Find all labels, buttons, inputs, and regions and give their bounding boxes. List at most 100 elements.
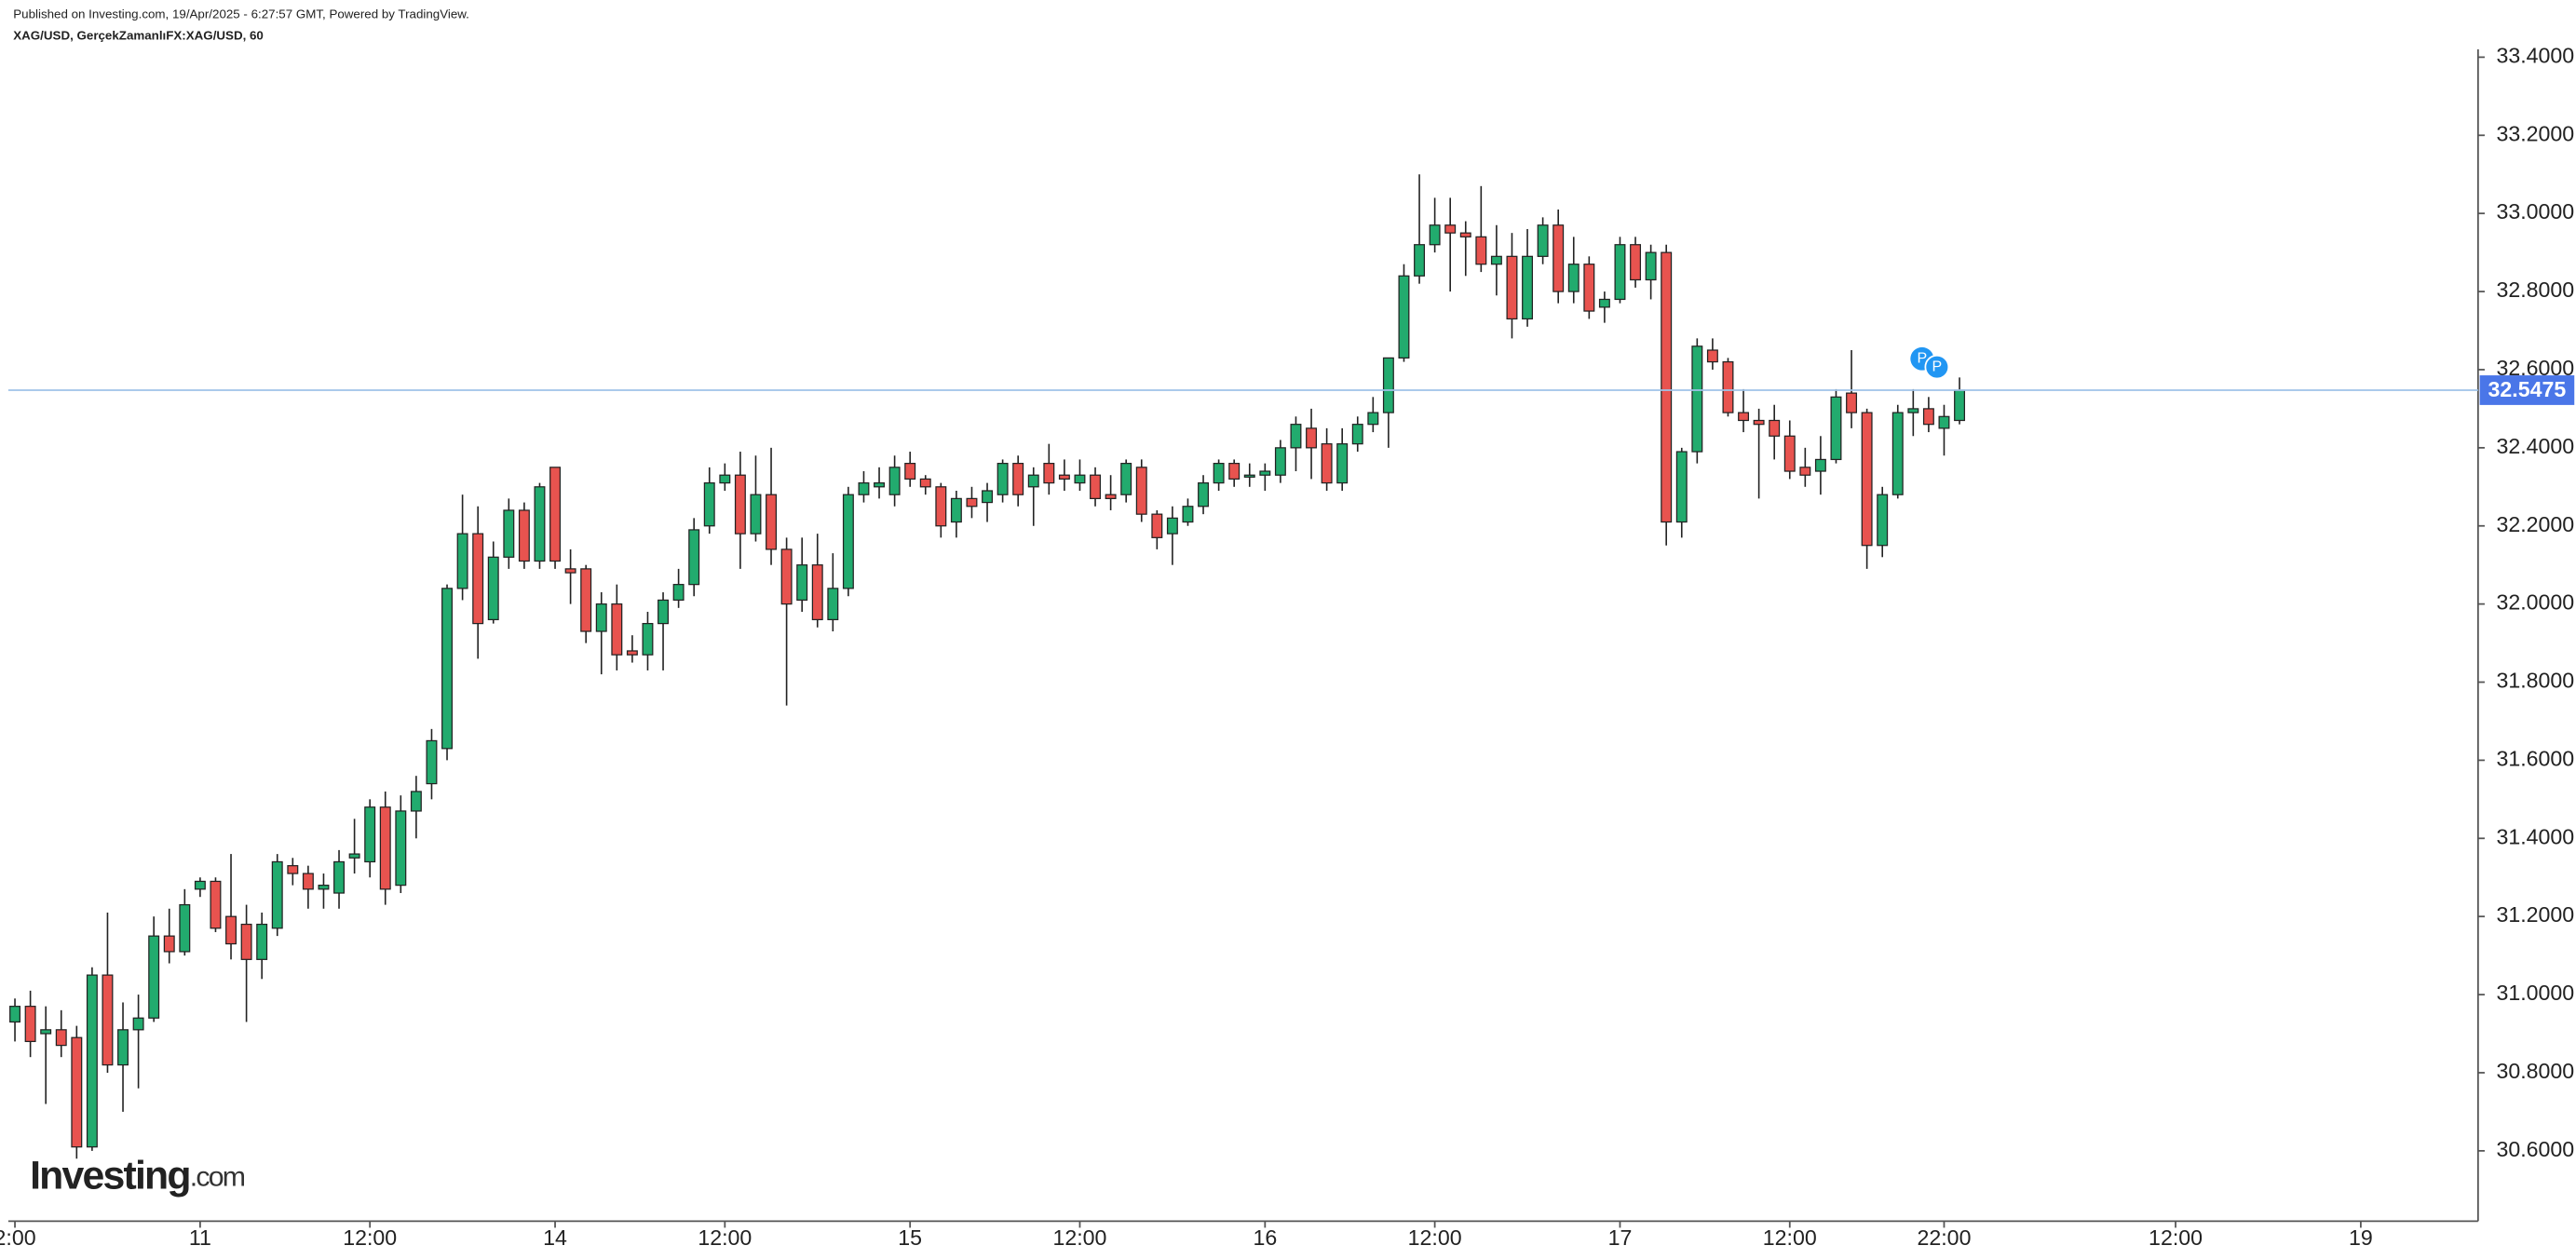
y-tick-label: 33.2000 [2496,121,2574,145]
candle-body [842,494,854,589]
candle-body [780,548,793,605]
candle-body [997,463,1009,495]
candle-body [1630,244,1642,281]
candle-body [1861,412,1873,547]
candle-body [935,486,947,527]
candle-body [225,915,237,945]
candle-body [194,880,206,890]
candle-body [982,490,994,504]
candle-body [287,865,299,874]
candle-body [256,923,268,960]
candle-body [611,603,623,656]
candle-body [626,650,638,656]
candle-body [1954,389,1966,422]
candle-body [1537,224,1549,257]
candle-body [148,935,160,1019]
x-tick-label: 15 [898,1225,922,1250]
x-tick-label: 14 [543,1225,567,1250]
x-tick-label: 12:00 [2149,1225,2203,1250]
logo-suffix: .com [190,1161,245,1192]
candle-body [240,923,252,960]
candle-body [1151,513,1163,538]
y-tick-label: 31.0000 [2496,981,2574,1005]
candle-body [55,1029,67,1047]
candle-body [426,739,438,785]
logo-brand: Investing [30,1154,190,1198]
candle-body [1552,224,1565,292]
y-tick-label: 32.4000 [2496,434,2574,458]
x-tick-label: 17 [1608,1225,1633,1250]
y-tick-label: 31.2000 [2496,902,2574,927]
candle-body [1922,408,1934,426]
candle-body [1043,463,1055,484]
y-tick-label: 30.8000 [2496,1059,2574,1083]
y-tick-label: 30.6000 [2496,1137,2574,1161]
candle-body [688,529,700,586]
y-tick-label: 32.8000 [2496,278,2574,302]
candle-body [1830,396,1842,461]
candle-body [1105,494,1117,499]
candle-body [658,599,670,625]
candle-body [503,509,515,558]
candle-body [1661,251,1673,523]
candle-body [1645,251,1657,281]
x-tick-label: 11 [189,1225,211,1250]
candle-body [1429,224,1441,246]
candle-body [1120,463,1132,495]
candle-body [672,584,685,602]
candle-body [1414,244,1426,277]
candle-body [1274,447,1286,476]
candle-body [734,474,746,535]
x-tick-label: 12:00 [343,1225,397,1250]
candle-body [1336,443,1349,484]
candle-body [333,860,346,894]
candle-body [1398,275,1410,359]
candle-body [1459,232,1471,237]
candle-body [1074,474,1086,484]
candle-body [456,533,468,589]
candle-body [766,494,778,550]
candle-body [24,1006,36,1043]
candle-body [1907,408,1919,413]
candle-body [410,791,422,812]
candle-body [71,1036,83,1148]
candle-body [102,974,114,1066]
x-tick-label: 16 [1253,1225,1277,1250]
candle-body [1027,474,1039,488]
candle-body [1598,298,1610,308]
x-tick-label: 12:00 [698,1225,752,1250]
candle-body [827,588,839,621]
candle-body [1614,244,1626,301]
candle-body [750,494,762,535]
candle-body [348,853,360,859]
candle-body [40,1029,52,1035]
candle-body [874,481,886,488]
event-marker-label[interactable]: P [1932,359,1942,374]
candle-body [858,481,870,495]
candle-body [1058,474,1070,481]
candle-body [472,533,484,625]
candle-body [534,486,546,562]
event-marker-label[interactable]: P [1917,351,1927,367]
candle-body [703,481,715,527]
x-tick-label: 19 [2349,1225,2373,1250]
candle-body [595,603,607,632]
candle-body [549,467,562,562]
candle-body [86,974,98,1148]
candle-body [1691,345,1703,453]
candle-body [1243,474,1255,478]
candle-body [904,463,916,481]
x-tick-label: 12:00 [1763,1225,1817,1250]
y-tick-label: 31.4000 [2496,824,2574,848]
candle-body [1259,470,1271,476]
candle-body [1351,424,1363,445]
candle-body [1722,360,1734,413]
candle-body [395,810,407,887]
candle-body [1135,467,1147,515]
candle-body [642,622,654,656]
candle-body [1877,494,1889,547]
last-price-label: 32.5475 [2488,377,2567,401]
event-marker[interactable] [1924,354,1950,380]
candle-body [441,588,454,750]
